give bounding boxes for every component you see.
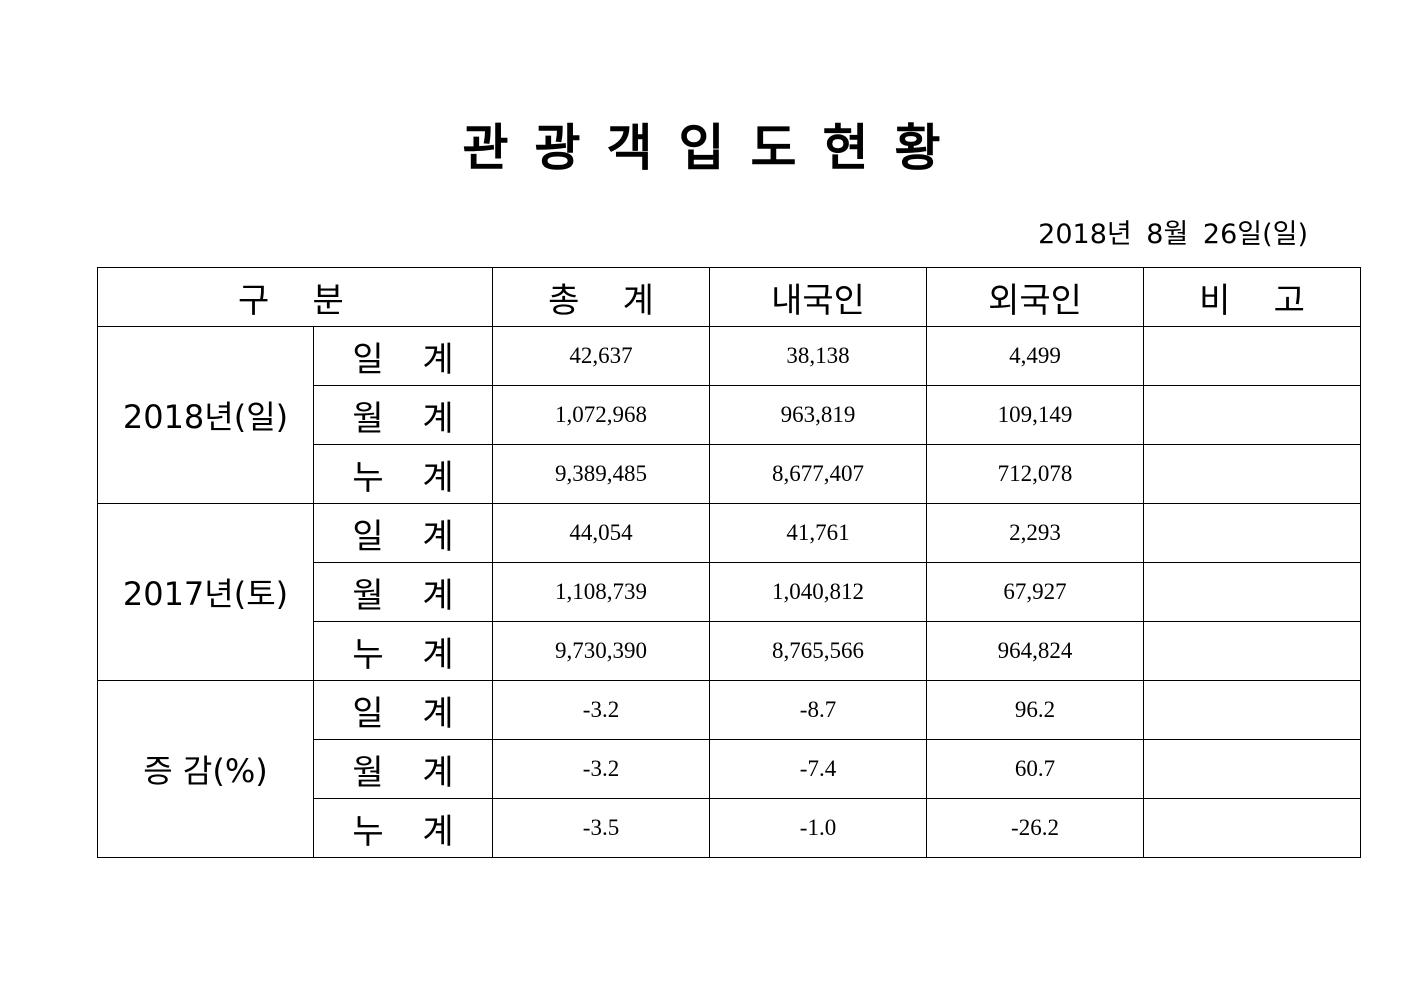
foreign-cell: 67,927 xyxy=(926,562,1144,622)
header-note: 비 고 xyxy=(1143,267,1361,327)
note-cell xyxy=(1143,385,1361,445)
domestic-cell: -8.7 xyxy=(709,680,927,740)
note-cell xyxy=(1143,621,1361,681)
note-cell xyxy=(1143,444,1361,504)
table-row: 누 계 9,730,390 8,765,566 964,824 xyxy=(98,621,1361,681)
note-cell xyxy=(1143,562,1361,622)
domestic-cell: -7.4 xyxy=(709,739,927,799)
foreign-cell: -26.2 xyxy=(926,798,1144,858)
foreign-cell: 2,293 xyxy=(926,503,1144,563)
tourist-statistics-table: 구 분 총 계 내국인 외국인 비 고 2018년(일) 일 계 42,637 38,… xyxy=(97,267,1361,858)
domestic-cell: 38,138 xyxy=(709,326,927,386)
group-label: 2017년(토) xyxy=(97,503,314,681)
header-row: 구 분 총 계 내국인 외국인 비 고 xyxy=(97,267,1361,327)
row-label: 누 계 xyxy=(313,444,493,504)
row-label: 누 계 xyxy=(313,621,493,681)
table-row: 2017년(토) 일 계 44,054 41,761 2,293 xyxy=(97,503,1361,681)
total-cell: 1,108,739 xyxy=(492,562,710,622)
total-cell: 1,072,968 xyxy=(492,385,710,445)
header-foreign: 외국인 xyxy=(926,267,1144,327)
total-cell: -3.5 xyxy=(492,798,710,858)
foreign-cell: 96.2 xyxy=(926,680,1144,740)
report-date: 2018년 8월 26일(일) xyxy=(1038,219,1308,250)
table-row: 월 계 1,108,739 1,040,812 67,927 xyxy=(98,562,1361,622)
table-row: 2018년(일) 일 계 42,637 38,138 4,499 xyxy=(97,326,1361,504)
total-cell: 9,389,485 xyxy=(492,444,710,504)
table-row: 증 감(%) 일 계 -3.2 -8.7 96.2 xyxy=(97,680,1361,858)
total-cell: 44,054 xyxy=(492,503,710,563)
row-label: 일 계 xyxy=(313,503,493,563)
row-label: 월 계 xyxy=(313,385,493,445)
group-label: 증 감(%) xyxy=(97,680,314,858)
total-cell: -3.2 xyxy=(492,739,710,799)
table-row: 월 계 -3.2 -7.4 60.7 xyxy=(98,739,1361,799)
group-label: 2018년(일) xyxy=(97,326,314,504)
header-total: 총 계 xyxy=(492,267,710,327)
row-label: 월 계 xyxy=(313,739,493,799)
domestic-cell: -1.0 xyxy=(709,798,927,858)
note-cell xyxy=(1143,503,1361,563)
header-domestic: 내국인 xyxy=(709,267,927,327)
foreign-cell: 109,149 xyxy=(926,385,1144,445)
domestic-cell: 8,765,566 xyxy=(709,621,927,681)
total-cell: -3.2 xyxy=(492,680,710,740)
domestic-cell: 1,040,812 xyxy=(709,562,927,622)
foreign-cell: 712,078 xyxy=(926,444,1144,504)
table-row: 누 계 -3.5 -1.0 -26.2 xyxy=(98,798,1361,858)
page-title: 관광객입도현황 xyxy=(462,119,967,177)
domestic-cell: 41,761 xyxy=(709,503,927,563)
note-cell xyxy=(1143,739,1361,799)
foreign-cell: 4,499 xyxy=(926,326,1144,386)
foreign-cell: 964,824 xyxy=(926,621,1144,681)
note-cell xyxy=(1143,798,1361,858)
note-cell xyxy=(1143,326,1361,386)
domestic-cell: 8,677,407 xyxy=(709,444,927,504)
header-category: 구 분 xyxy=(97,267,493,327)
domestic-cell: 963,819 xyxy=(709,385,927,445)
row-label: 일 계 xyxy=(313,326,493,386)
foreign-cell: 60.7 xyxy=(926,739,1144,799)
note-cell xyxy=(1143,680,1361,740)
row-label: 일 계 xyxy=(313,680,493,740)
total-cell: 42,637 xyxy=(492,326,710,386)
row-label: 월 계 xyxy=(313,562,493,622)
row-label: 누 계 xyxy=(313,798,493,858)
total-cell: 9,730,390 xyxy=(492,621,710,681)
table-row: 누 계 9,389,485 8,677,407 712,078 xyxy=(98,444,1361,504)
